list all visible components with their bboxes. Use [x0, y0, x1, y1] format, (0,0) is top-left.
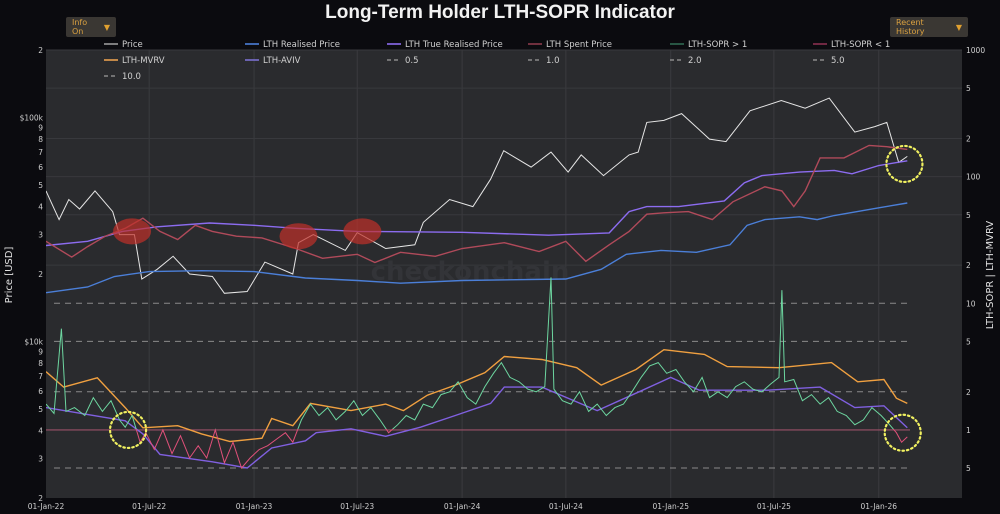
info-toggle-label: Info On [72, 18, 88, 36]
left-tick-label: 7 [38, 372, 43, 381]
plot-area [46, 50, 962, 498]
left-tick-label: 2 [38, 494, 43, 503]
left-tick-label: 2 [38, 46, 43, 55]
chart-title: Long-Term Holder LTH-SOPR Indicator [325, 2, 675, 23]
recent-history-dropdown[interactable]: Recent History ▼ [890, 17, 968, 37]
legend-item-1-0[interactable]: 1.0 [528, 56, 560, 66]
highlight-ellipse [279, 223, 318, 250]
right-tick-label: 5 [966, 84, 971, 93]
legend-label: 2.0 [688, 56, 702, 66]
lth-true-realised-price-line [46, 160, 908, 247]
right-tick-label: 2 [966, 261, 971, 270]
left-tick-label: 8 [38, 135, 43, 144]
x-tick-label: 01-Jan-23 [236, 502, 273, 511]
left-tick-label: 8 [38, 359, 43, 368]
legend-label: LTH Spent Price [546, 40, 612, 50]
highlight-circle [108, 410, 148, 450]
info-toggle-button[interactable]: Info On ▼ [66, 17, 116, 37]
x-tick-label: 01-Jan-24 [444, 502, 481, 511]
legend-label: LTH-SOPR > 1 [688, 40, 747, 50]
left-tick-label: 3 [38, 455, 43, 464]
x-tick-label: 01-Jul-24 [549, 502, 583, 511]
highlight-ellipse [113, 218, 152, 245]
left-tick-label: 5 [38, 405, 43, 414]
left-tick-label: 9 [38, 124, 43, 133]
recent-history-label: Recent History [896, 18, 925, 36]
legend-item-0-5[interactable]: 0.5 [387, 56, 419, 66]
left-tick-label: 4 [38, 427, 43, 436]
left-tick-label: $10k [24, 337, 43, 346]
lth-sopr-above-1-line [46, 277, 894, 429]
legend-item-5-0[interactable]: 5.0 [813, 56, 845, 66]
lth-spent-price-line [46, 144, 908, 264]
highlight-circle [885, 144, 924, 184]
right-tick-label: 5 [966, 464, 971, 473]
legend-item-lth-aviv[interactable]: LTH-AVIV [245, 56, 301, 66]
legend-label: 0.5 [405, 56, 419, 66]
lth-mvrv-line [46, 348, 908, 443]
left-tick-label: 9 [38, 348, 43, 357]
x-tick-label: 01-Jul-22 [132, 502, 166, 511]
left-axis-title: Price [USD] [4, 247, 15, 304]
legend-item-lth-sopr-1[interactable]: LTH-SOPR < 1 [813, 40, 890, 50]
highlight-ellipse [343, 218, 382, 245]
lth-aviv-line [46, 376, 908, 469]
price-line [46, 97, 908, 294]
right-tick-label: 1000 [966, 46, 985, 55]
right-axis-title: LTH-SOPR | LTH-MVRV [985, 221, 996, 330]
highlight-circle [883, 413, 922, 452]
x-tick-label: 01-Jan-25 [652, 502, 689, 511]
left-tick-label: 7 [38, 148, 43, 157]
lth-realised-price-line [46, 202, 908, 294]
x-tick-label: 01-Jan-22 [28, 502, 65, 511]
right-tick-label: 2 [966, 388, 971, 397]
legend-label: LTH-AVIV [263, 56, 301, 66]
legend-label: LTH Realised Price [263, 40, 340, 50]
legend-label: LTH-MVRV [122, 56, 165, 66]
right-tick-label: 2 [966, 135, 971, 144]
right-tick-label: 10 [966, 299, 976, 308]
right-tick-label: 100 [966, 173, 981, 182]
legend-item-2-0[interactable]: 2.0 [670, 56, 702, 66]
left-tick-label: 5 [38, 181, 43, 190]
right-tick-label: 1 [966, 426, 971, 435]
legend-item-10-0[interactable]: 10.0 [104, 72, 141, 82]
triangle-down-icon: ▼ [103, 22, 110, 32]
legend-label: 10.0 [122, 72, 141, 82]
right-tick-label: 5 [966, 211, 971, 220]
legend-label: Price [122, 40, 143, 50]
legend-item-price[interactable]: Price [104, 40, 143, 50]
x-tick-label: 01-Jul-25 [757, 502, 791, 511]
left-tick-label: 6 [38, 163, 43, 172]
triangle-down-icon: ▼ [955, 22, 962, 32]
watermark: checkonchain [371, 257, 570, 287]
right-tick-label: 5 [966, 337, 971, 346]
lth-sopr-below-1-line [135, 429, 908, 469]
legend-label: 1.0 [546, 56, 560, 66]
left-tick-label: $100k [20, 113, 44, 122]
left-tick-label: 2 [38, 270, 43, 279]
left-tick-label: 3 [38, 231, 43, 240]
x-tick-label: 01-Jul-23 [340, 502, 374, 511]
left-tick-label: 4 [38, 203, 43, 212]
legend-label: LTH-SOPR < 1 [831, 40, 890, 50]
legend-item-lth-true-realised-price[interactable]: LTH True Realised Price [387, 40, 503, 50]
legend-item-lth-realised-price[interactable]: LTH Realised Price [245, 40, 340, 50]
legend-label: LTH True Realised Price [405, 40, 503, 50]
legend-item-lth-mvrv[interactable]: LTH-MVRV [104, 56, 165, 66]
x-tick-label: 01-Jan-26 [861, 502, 898, 511]
left-tick-label: 6 [38, 387, 43, 396]
legend-label: 5.0 [831, 56, 845, 66]
legend-item-lth-spent-price[interactable]: LTH Spent Price [528, 40, 612, 50]
legend-item-lth-sopr-1[interactable]: LTH-SOPR > 1 [670, 40, 747, 50]
